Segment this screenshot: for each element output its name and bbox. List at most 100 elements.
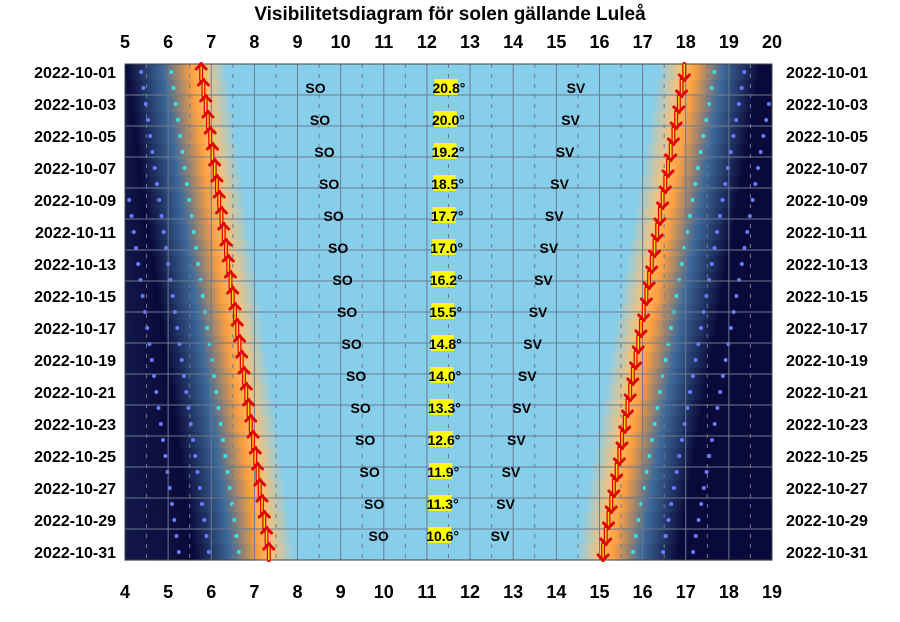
arrow-head — [203, 126, 217, 135]
right-date-label: 2022-10-11 — [786, 225, 867, 242]
elevation-highlight — [434, 111, 457, 127]
twilight-dot — [141, 86, 146, 90]
twilight-dot — [212, 374, 216, 378]
twilight-dot — [699, 326, 703, 330]
bottom-hour-tick-label: 10 — [374, 582, 394, 602]
top-hour-tick-label: 7 — [206, 32, 216, 52]
plot-frame — [124, 63, 773, 561]
left-date-label: 2022-10-07 — [34, 161, 116, 178]
elevation-highlight — [431, 271, 455, 287]
arrow-head — [637, 313, 651, 322]
day-row — [125, 192, 772, 209]
right-date-label: 2022-10-31 — [786, 545, 868, 562]
twilight-dot — [200, 502, 204, 506]
elevation-highlight — [430, 367, 454, 383]
bottom-hour-tick-label: 7 — [249, 582, 259, 602]
twilight-dot — [148, 134, 153, 138]
twilight-dot — [196, 262, 201, 266]
twilight-dot — [145, 118, 150, 122]
twilight-dot — [631, 550, 636, 554]
twilight-dot — [191, 438, 195, 442]
top-hour-tick-label: 13 — [460, 32, 480, 52]
sunset-direction-label: SV — [502, 464, 521, 480]
arrow-head — [248, 446, 262, 455]
twilight-dot — [633, 534, 638, 538]
bottom-hour-tick-label: 9 — [336, 582, 346, 602]
right-date-label: 2022-10-21 — [786, 385, 868, 402]
arrow-head — [604, 505, 618, 514]
twilight-dot — [636, 518, 641, 522]
day-row — [125, 64, 772, 81]
twilight-dot — [696, 518, 701, 522]
max-elevation-label: 14.0° — [428, 368, 461, 384]
sunset-direction-label: SV — [556, 144, 575, 160]
sunrise-direction-label: SO — [360, 464, 380, 480]
left-date-label: 2022-10-25 — [34, 449, 116, 466]
twilight-dot — [164, 246, 168, 250]
twilight-dot — [753, 182, 758, 186]
sunset-direction-label: SV — [507, 432, 526, 448]
left-date-label: 2022-10-09 — [34, 193, 116, 210]
max-elevation-label: 20.8° — [433, 80, 466, 96]
sunrise-direction-label: SO — [355, 432, 375, 448]
twilight-dot — [701, 134, 706, 138]
twilight-dot — [140, 294, 145, 298]
elevation-highlight — [428, 527, 452, 543]
twilight-dot — [209, 358, 214, 362]
twilight-dot — [191, 230, 196, 234]
top-hour-tick-label: 9 — [293, 32, 303, 52]
twilight-dot — [704, 470, 709, 474]
sunrise-direction-label: SO — [337, 304, 357, 320]
sunset-direction-label: SV — [540, 240, 559, 256]
right-date-label: 2022-10-03 — [786, 97, 868, 114]
arrow-head — [648, 249, 662, 258]
arrow-head — [615, 441, 629, 450]
max-elevation-label: 11.9° — [427, 464, 459, 480]
twilight-dot — [150, 150, 155, 154]
arrow-head — [244, 414, 258, 423]
left-date-label: 2022-10-31 — [34, 545, 116, 562]
twilight-dot — [690, 374, 695, 378]
arrow-head — [253, 478, 267, 487]
twilight-dot — [165, 470, 170, 474]
twilight-dot — [170, 502, 174, 506]
elevation-highlight — [429, 463, 453, 479]
arrow-head — [675, 89, 689, 98]
twilight-dot — [180, 150, 185, 154]
sunset-direction-label: SV — [545, 208, 564, 224]
arrow-head — [650, 233, 664, 242]
twilight-dot — [687, 214, 692, 218]
twilight-dot — [172, 518, 177, 522]
arrow-head — [232, 334, 246, 343]
left-date-label: 2022-10-17 — [34, 321, 116, 338]
twilight-dot — [176, 550, 181, 554]
twilight-dot — [693, 182, 698, 186]
arrow-head — [196, 78, 210, 87]
sunrise-direction-label: SO — [364, 496, 384, 512]
right-date-axis: 2022-10-01 2022-10-03 2022-10-05 2022-10-07… — [786, 65, 868, 562]
arrow-head — [208, 158, 222, 167]
twilight-dot — [167, 486, 172, 490]
left-date-label: 2022-10-11 — [35, 225, 116, 242]
elevation-highlight — [430, 335, 454, 351]
twilight-dot — [671, 486, 676, 490]
arrow-head — [656, 201, 670, 210]
bottom-hour-axis: 4 5 6 7 8 9 10 11 12 13 14 15 16 17 18 19 — [120, 582, 782, 602]
twilight-dot — [655, 406, 660, 410]
left-date-axis: 2022-10-01 2022-10-03 2022-10-05 2022-10-07… — [34, 65, 116, 562]
twilight-dot — [234, 534, 239, 538]
arrow-head — [661, 169, 675, 178]
top-hour-tick-label: 6 — [163, 32, 173, 52]
twilight-dot — [152, 166, 157, 170]
direction-labels: SO SV SO SV SO SV SO SV SO SV SO SV SO SV SO SV SO SV SO SV… — [305, 80, 586, 544]
sunrise-direction-label: SO — [369, 528, 389, 544]
twilight-dot — [179, 358, 184, 362]
twilight-dot — [173, 102, 178, 106]
left-date-label: 2022-10-29 — [34, 513, 116, 530]
arrow-head — [228, 302, 242, 311]
twilight-dot — [756, 166, 760, 170]
day-row — [125, 160, 772, 177]
left-date-label: 2022-10-21 — [34, 385, 116, 402]
arrow-head — [239, 382, 253, 391]
right-date-label: 2022-10-13 — [786, 257, 868, 274]
